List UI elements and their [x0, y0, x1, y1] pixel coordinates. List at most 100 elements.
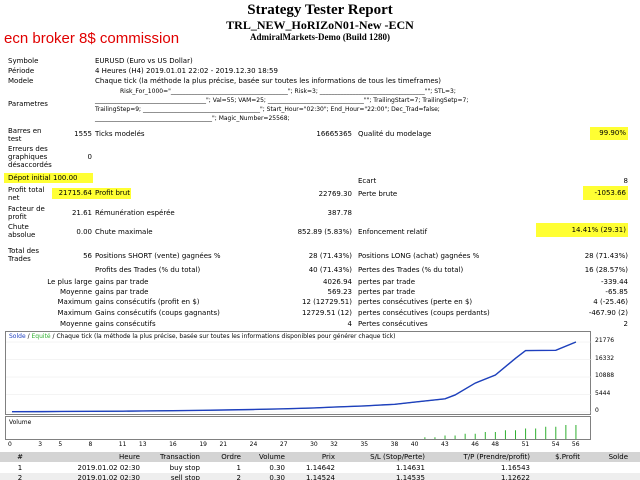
errors-label: Erreurs des graphiques désaccordés [8, 145, 52, 169]
volume-bar [484, 432, 486, 439]
y-tick-label: 0 [595, 407, 599, 414]
period-label: Période [8, 67, 35, 75]
max-consec-loss-value: -467.90 (2) [588, 309, 628, 317]
gross-profit-label: Profit brut [93, 188, 131, 199]
largest-loss-label: pertes par trade [358, 278, 416, 286]
average-label: Moyenne [60, 288, 92, 296]
table-cell: buy stop [169, 464, 200, 472]
ticks-value: 16665365 [316, 130, 352, 138]
ticks-label: Ticks modelés [95, 130, 145, 138]
params-line4: _______________________________________"… [95, 115, 290, 122]
server-name: AdmiralMarkets-Demo (Build 1280) [250, 32, 390, 42]
table-header-cell: Prix [321, 453, 335, 461]
x-tick-label: 54 [551, 441, 560, 448]
volume-label: Volume [9, 419, 32, 426]
x-tick-label: 13 [138, 441, 147, 448]
errors-value: 0 [87, 153, 92, 161]
x-tick-label: 43 [441, 441, 449, 448]
period-value: 4 Heures (H4) 2019.01.01 22:02 - 2019.12… [95, 67, 278, 75]
gross-loss-value: -1053.66 [583, 186, 628, 200]
symbol-label: Symbole [8, 57, 39, 65]
table-cell: sell stop [170, 474, 200, 480]
table-cell: 1.14642 [306, 464, 335, 472]
table-header-cell: Transaction [159, 453, 200, 461]
deposit-label: Dépot initial [4, 173, 51, 183]
rel-drawdown-label: Enfoncement relatif [358, 228, 428, 236]
table-cell: 1.14524 [306, 474, 335, 480]
x-axis: 0 3 5 8 11 13 16 19 21 24 27 30 32 35 38 40 43 46 48 51 54 56 [5, 441, 591, 450]
max-consec-profit-value: 12729.51 (12) [302, 309, 352, 317]
table-cell: 2 [236, 474, 241, 480]
largest-label: Le plus large [47, 278, 92, 286]
volume-bar [535, 428, 537, 439]
table-cell: 0.30 [269, 464, 285, 472]
x-tick-label: 35 [360, 441, 369, 448]
avg-consec-losses-label: Pertes consécutives [358, 320, 428, 328]
largest-profit-label: gains par trade [95, 278, 149, 286]
volume-bar [444, 435, 446, 439]
y-axis: 21776 16332 10888 5444 0 [593, 331, 637, 415]
average-profit-value: 569.23 [327, 288, 353, 296]
expert-name: TRL_NEW_HoRIZoN01-New -ECN [226, 18, 414, 32]
volume-bar [575, 425, 577, 439]
total-trades-label: Total des Trades [8, 247, 39, 263]
x-tick-label: 32 [330, 441, 338, 448]
x-tick-label: 30 [310, 441, 318, 448]
payoff-label: Rémunération espérée [95, 209, 175, 217]
max-consec-profit-label: Gains consécutifs (coups gagnants) [95, 309, 220, 317]
x-tick-label: 0 [8, 441, 12, 448]
balance-line [11, 341, 577, 413]
commission-overlay: ecn broker 8$ commission [4, 30, 180, 47]
table-cell: 1.12622 [501, 474, 530, 480]
trades-table-header: # Heure Transaction Ordre Volume Prix S/L (Sto… [0, 452, 640, 462]
max-drawdown-label: Chute maximale [95, 228, 153, 236]
largest-profit-value: 4026.94 [323, 278, 352, 286]
average-profit-label: gains par trade [95, 288, 149, 296]
x-tick-label: 56 [571, 441, 580, 448]
max-consec-losses-value: 4 (-25.46) [593, 298, 628, 306]
total-trades-value: 56 [83, 252, 92, 260]
x-tick-label: 3 [38, 441, 43, 448]
short-positions-label: Positions SHORT (vente) gagnées % [95, 252, 221, 260]
profit-factor-value: 21.61 [71, 209, 92, 217]
quality-value: 99.90% [590, 127, 628, 140]
spread-value: 8 [623, 177, 628, 185]
maximum-label: Maximum [57, 298, 93, 306]
params-line1: Risk_For_1000="_________________________… [120, 88, 456, 95]
volume-bar [565, 425, 567, 439]
report-title: Strategy Tester Report [247, 2, 393, 18]
net-profit-label: Profit total net [8, 186, 45, 202]
balance-chart: Solde / Equité / Chaque tick (la méthode… [5, 331, 592, 415]
table-cell: 1.16543 [501, 464, 530, 472]
x-tick-label: 5 [58, 441, 63, 448]
legend-desc: / Chaque tick (la méthode la plus précis… [50, 333, 396, 340]
x-tick-label: 51 [521, 441, 530, 448]
x-tick-label: 11 [118, 441, 127, 448]
volume-bar [504, 430, 506, 439]
table-header-cell: Solde [608, 453, 628, 461]
avg-consec-wins-value: 4 [347, 320, 352, 328]
table-cell: 2019.01.02 02:30 [77, 464, 140, 472]
volume-bar [525, 428, 527, 439]
volume-bar [494, 432, 496, 439]
table-header-cell: Heure [118, 453, 140, 461]
volume-bar [474, 433, 476, 439]
x-tick-label: 40 [410, 441, 419, 448]
table-cell: 2019.01.02 02:30 [77, 474, 140, 480]
table-header-cell: T/P (Prendre/profit) [463, 453, 530, 461]
average2-label: Moyenne [60, 320, 92, 328]
gross-loss-label: Perte brute [358, 190, 398, 198]
x-tick-label: 8 [88, 441, 93, 448]
symbol-value: EURUSD (Euro vs US Dollar) [95, 57, 193, 65]
chart-legend: Solde / Equité / Chaque tick (la méthode… [9, 333, 395, 340]
table-cell: 0.30 [269, 474, 285, 480]
long-positions-value: 28 (71.43%) [584, 252, 628, 260]
volume-plot [424, 425, 577, 439]
table-cell: 1 [17, 464, 23, 472]
x-tick-label: 48 [491, 441, 499, 448]
max-consec-wins-value: 12 (12729.51) [302, 298, 352, 306]
legend-solde: Solde [9, 333, 26, 340]
loss-trades-label: Pertes des Trades (% du total) [358, 266, 464, 274]
volume-panel: Volume [5, 416, 591, 440]
model-label: Modele [8, 77, 34, 85]
